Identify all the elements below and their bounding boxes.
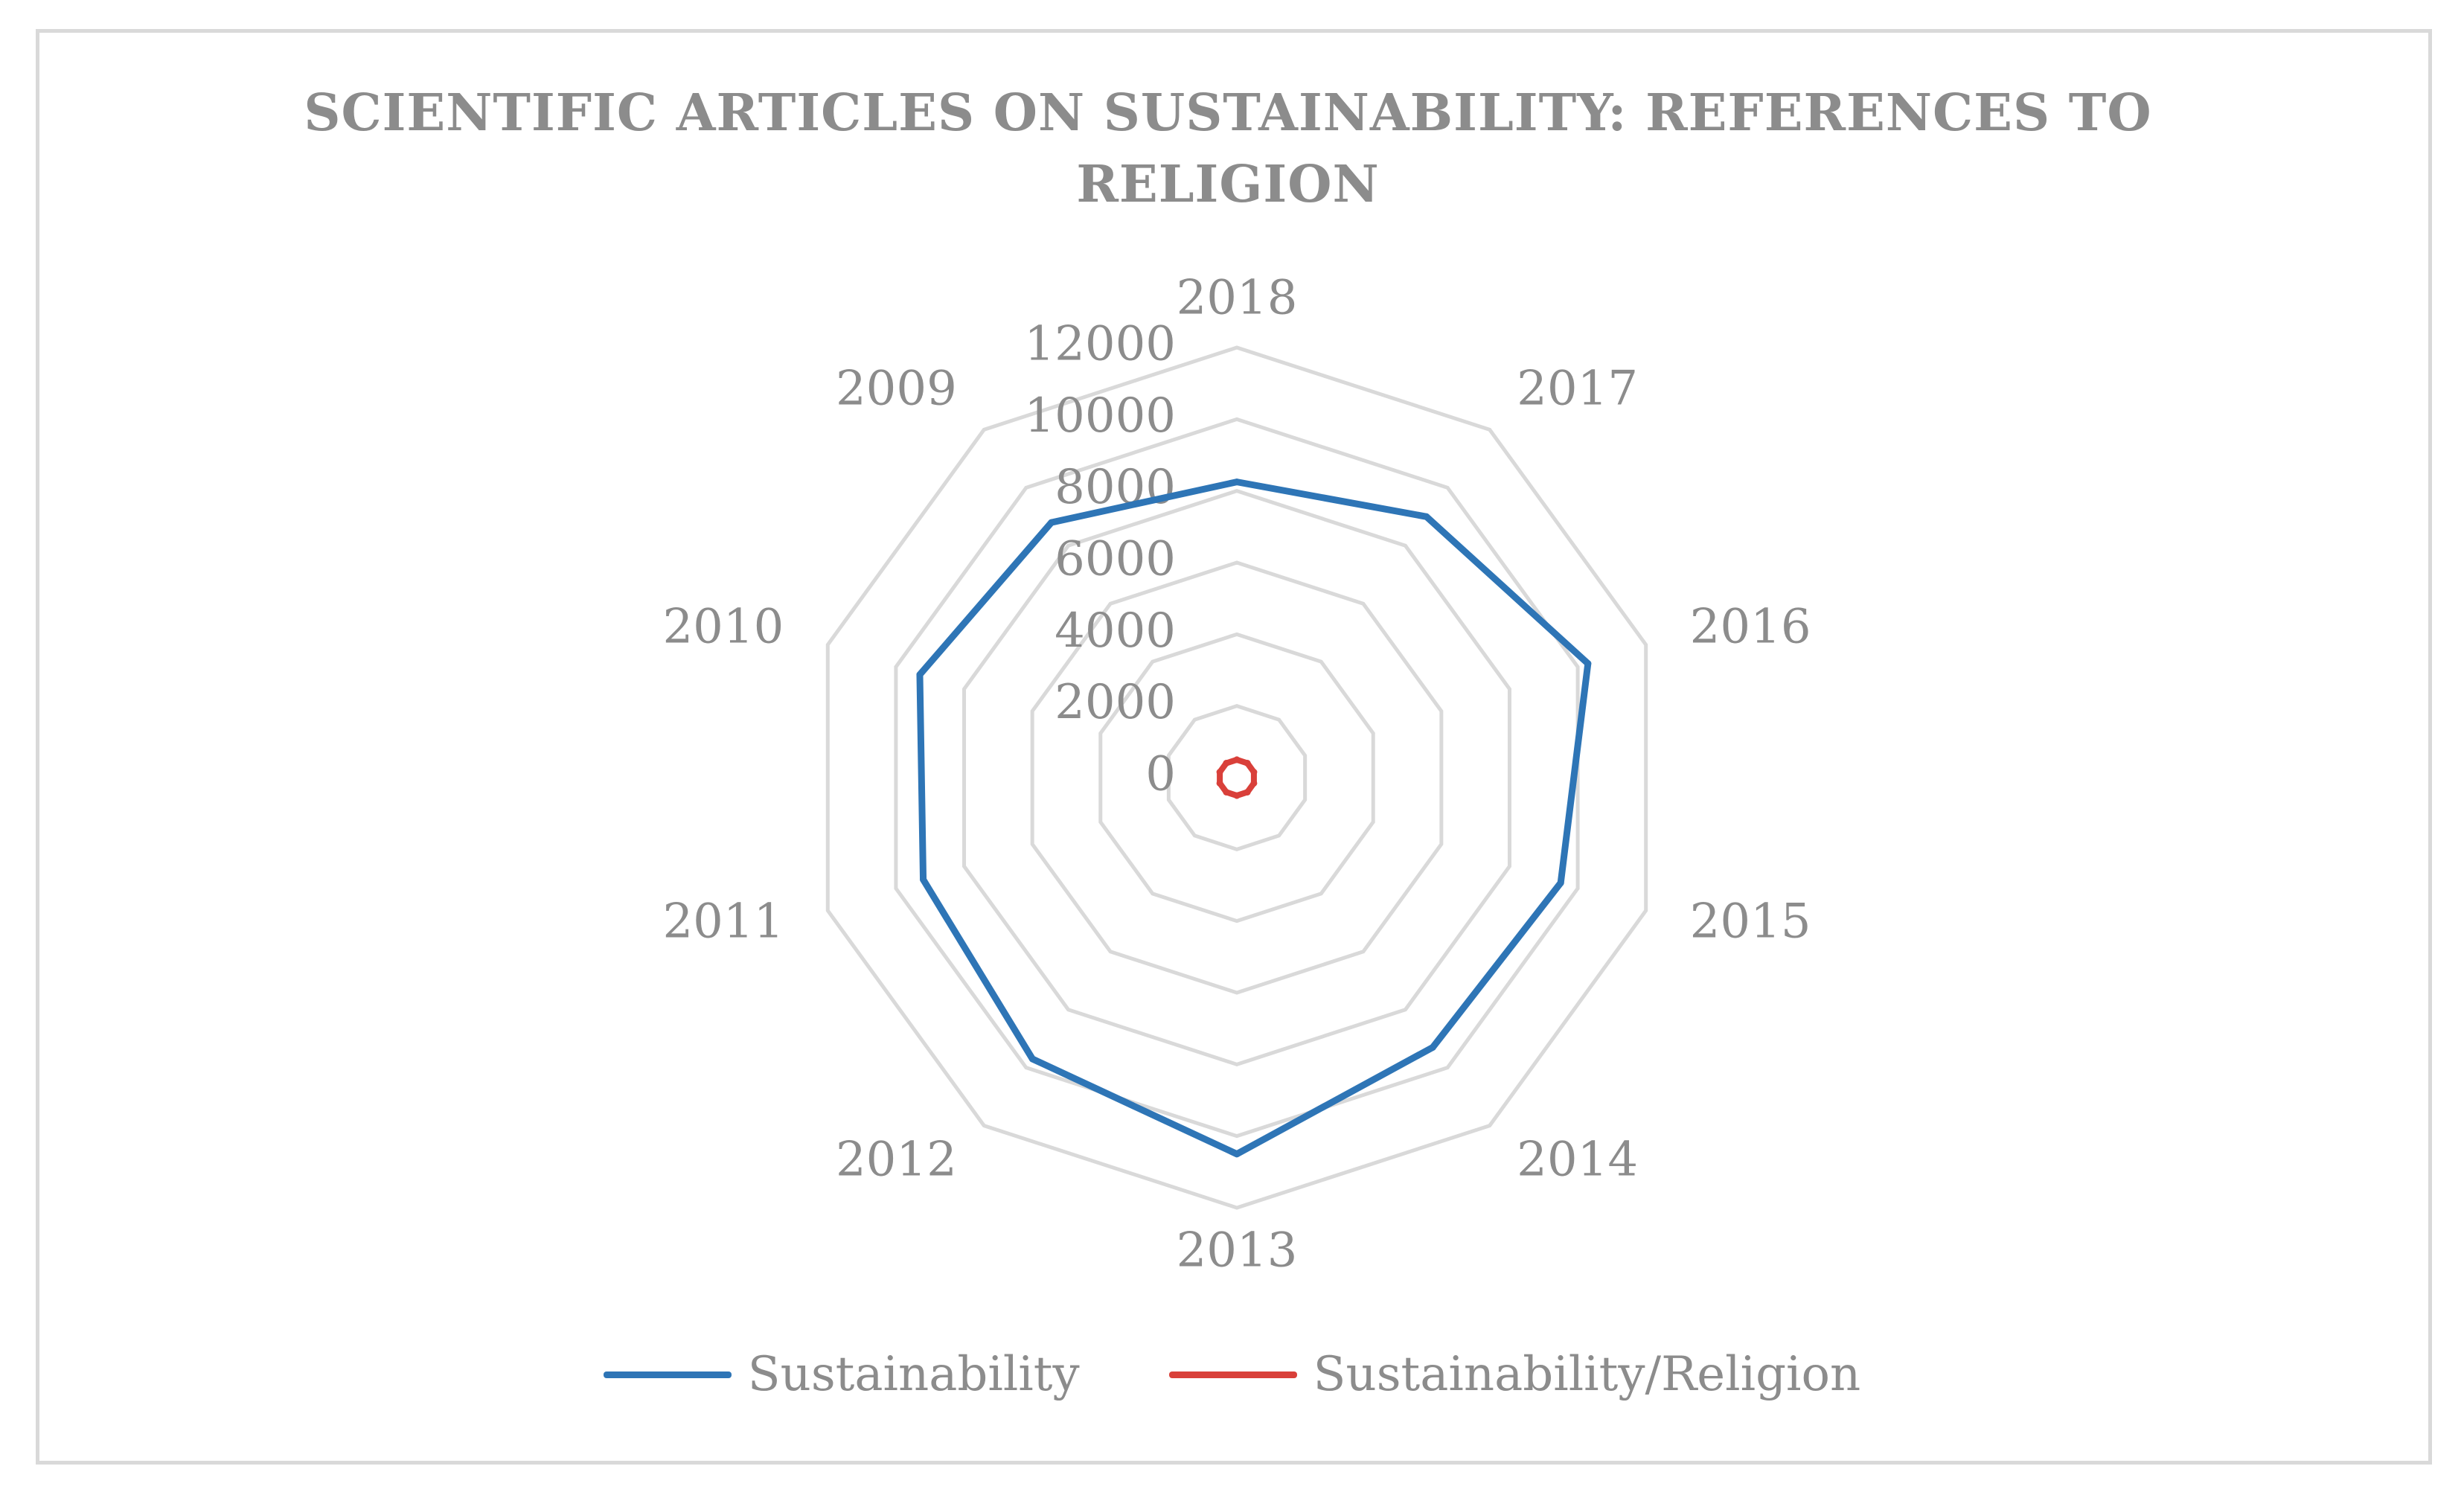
data-point-sustainability-2012 [1028, 1055, 1036, 1063]
category-label-2017: 2017 [1517, 362, 1638, 417]
data-point-sustainability-religion-2013 [1233, 792, 1241, 799]
data-point-sustainability-religion-2015 [1250, 779, 1258, 787]
axis-tick-label-12000: 12000 [1024, 317, 1176, 372]
legend: Sustainability Sustainability/Religion [0, 1347, 2464, 1402]
grid-ring-10000 [894, 417, 1580, 1139]
grid-ring-4000 [1098, 632, 1375, 924]
grid-ring-6000 [1030, 560, 1444, 995]
chart-title: SCIENTIFIC ARTICLES ON SUSTAINABILITY: R… [304, 83, 2152, 214]
category-label-2009: 2009 [836, 362, 957, 417]
category-label-2013: 2013 [1177, 1223, 1298, 1278]
data-point-sustainability-2010 [916, 671, 924, 679]
data-point-sustainability-2015 [1557, 879, 1564, 886]
legend-item-sustainability[interactable]: Sustainability [603, 1347, 1080, 1402]
data-point-sustainability-religion-2010 [1216, 769, 1223, 776]
grid-ring-2000 [1166, 704, 1308, 851]
axis-tick-label-6000: 6000 [1055, 532, 1176, 587]
data-point-sustainability-2018 [1233, 478, 1241, 486]
grid-ring-12000 [825, 345, 1648, 1210]
data-point-sustainability-2017 [1423, 513, 1430, 520]
series-line-sustainability [916, 478, 1592, 1158]
data-point-sustainability-religion-2018 [1233, 756, 1241, 764]
category-label-2015: 2015 [1690, 894, 1811, 949]
axis-tick-label-10000: 10000 [1024, 388, 1176, 444]
data-point-sustainability-2013 [1233, 1150, 1241, 1158]
legend-item-sustainability-religion[interactable]: Sustainability/Religion [1168, 1347, 1861, 1402]
axis-tick-label-4000: 4000 [1055, 604, 1176, 659]
data-point-sustainability-religion-2016 [1250, 769, 1258, 776]
data-point-sustainability-religion-2017 [1244, 760, 1251, 767]
data-point-sustainability-2011 [920, 876, 927, 883]
axis-tick-label-0: 0 [1145, 747, 1176, 802]
data-point-sustainability-religion-2014 [1244, 788, 1251, 796]
chart-frame [36, 29, 2432, 1465]
category-label-2014: 2014 [1517, 1132, 1638, 1187]
radar-grid [825, 345, 1648, 1210]
legend-label-sustainability-religion: Sustainability/Religion [1313, 1347, 1861, 1402]
data-point-sustainability-religion-2012 [1223, 788, 1230, 796]
axis-tick-label-2000: 2000 [1055, 675, 1176, 730]
data-point-sustainability-religion-2009 [1223, 760, 1230, 767]
data-point-sustainability-religion-2011 [1216, 779, 1223, 787]
data-point-sustainability-2009 [1048, 519, 1055, 526]
category-label-2012: 2012 [836, 1132, 957, 1187]
grid-ring-8000 [962, 489, 1511, 1066]
legend-swatch-sustainability [603, 1371, 732, 1378]
data-point-sustainability-2014 [1429, 1043, 1436, 1051]
category-label-2010: 2010 [662, 600, 784, 655]
data-point-sustainability-2016 [1584, 660, 1592, 668]
category-label-2018: 2018 [1177, 271, 1298, 326]
legend-label-sustainability: Sustainability [747, 1347, 1080, 1402]
category-label-2016: 2016 [1690, 600, 1811, 655]
legend-swatch-sustainability-religion [1168, 1371, 1297, 1378]
category-label-2011: 2011 [662, 894, 784, 949]
